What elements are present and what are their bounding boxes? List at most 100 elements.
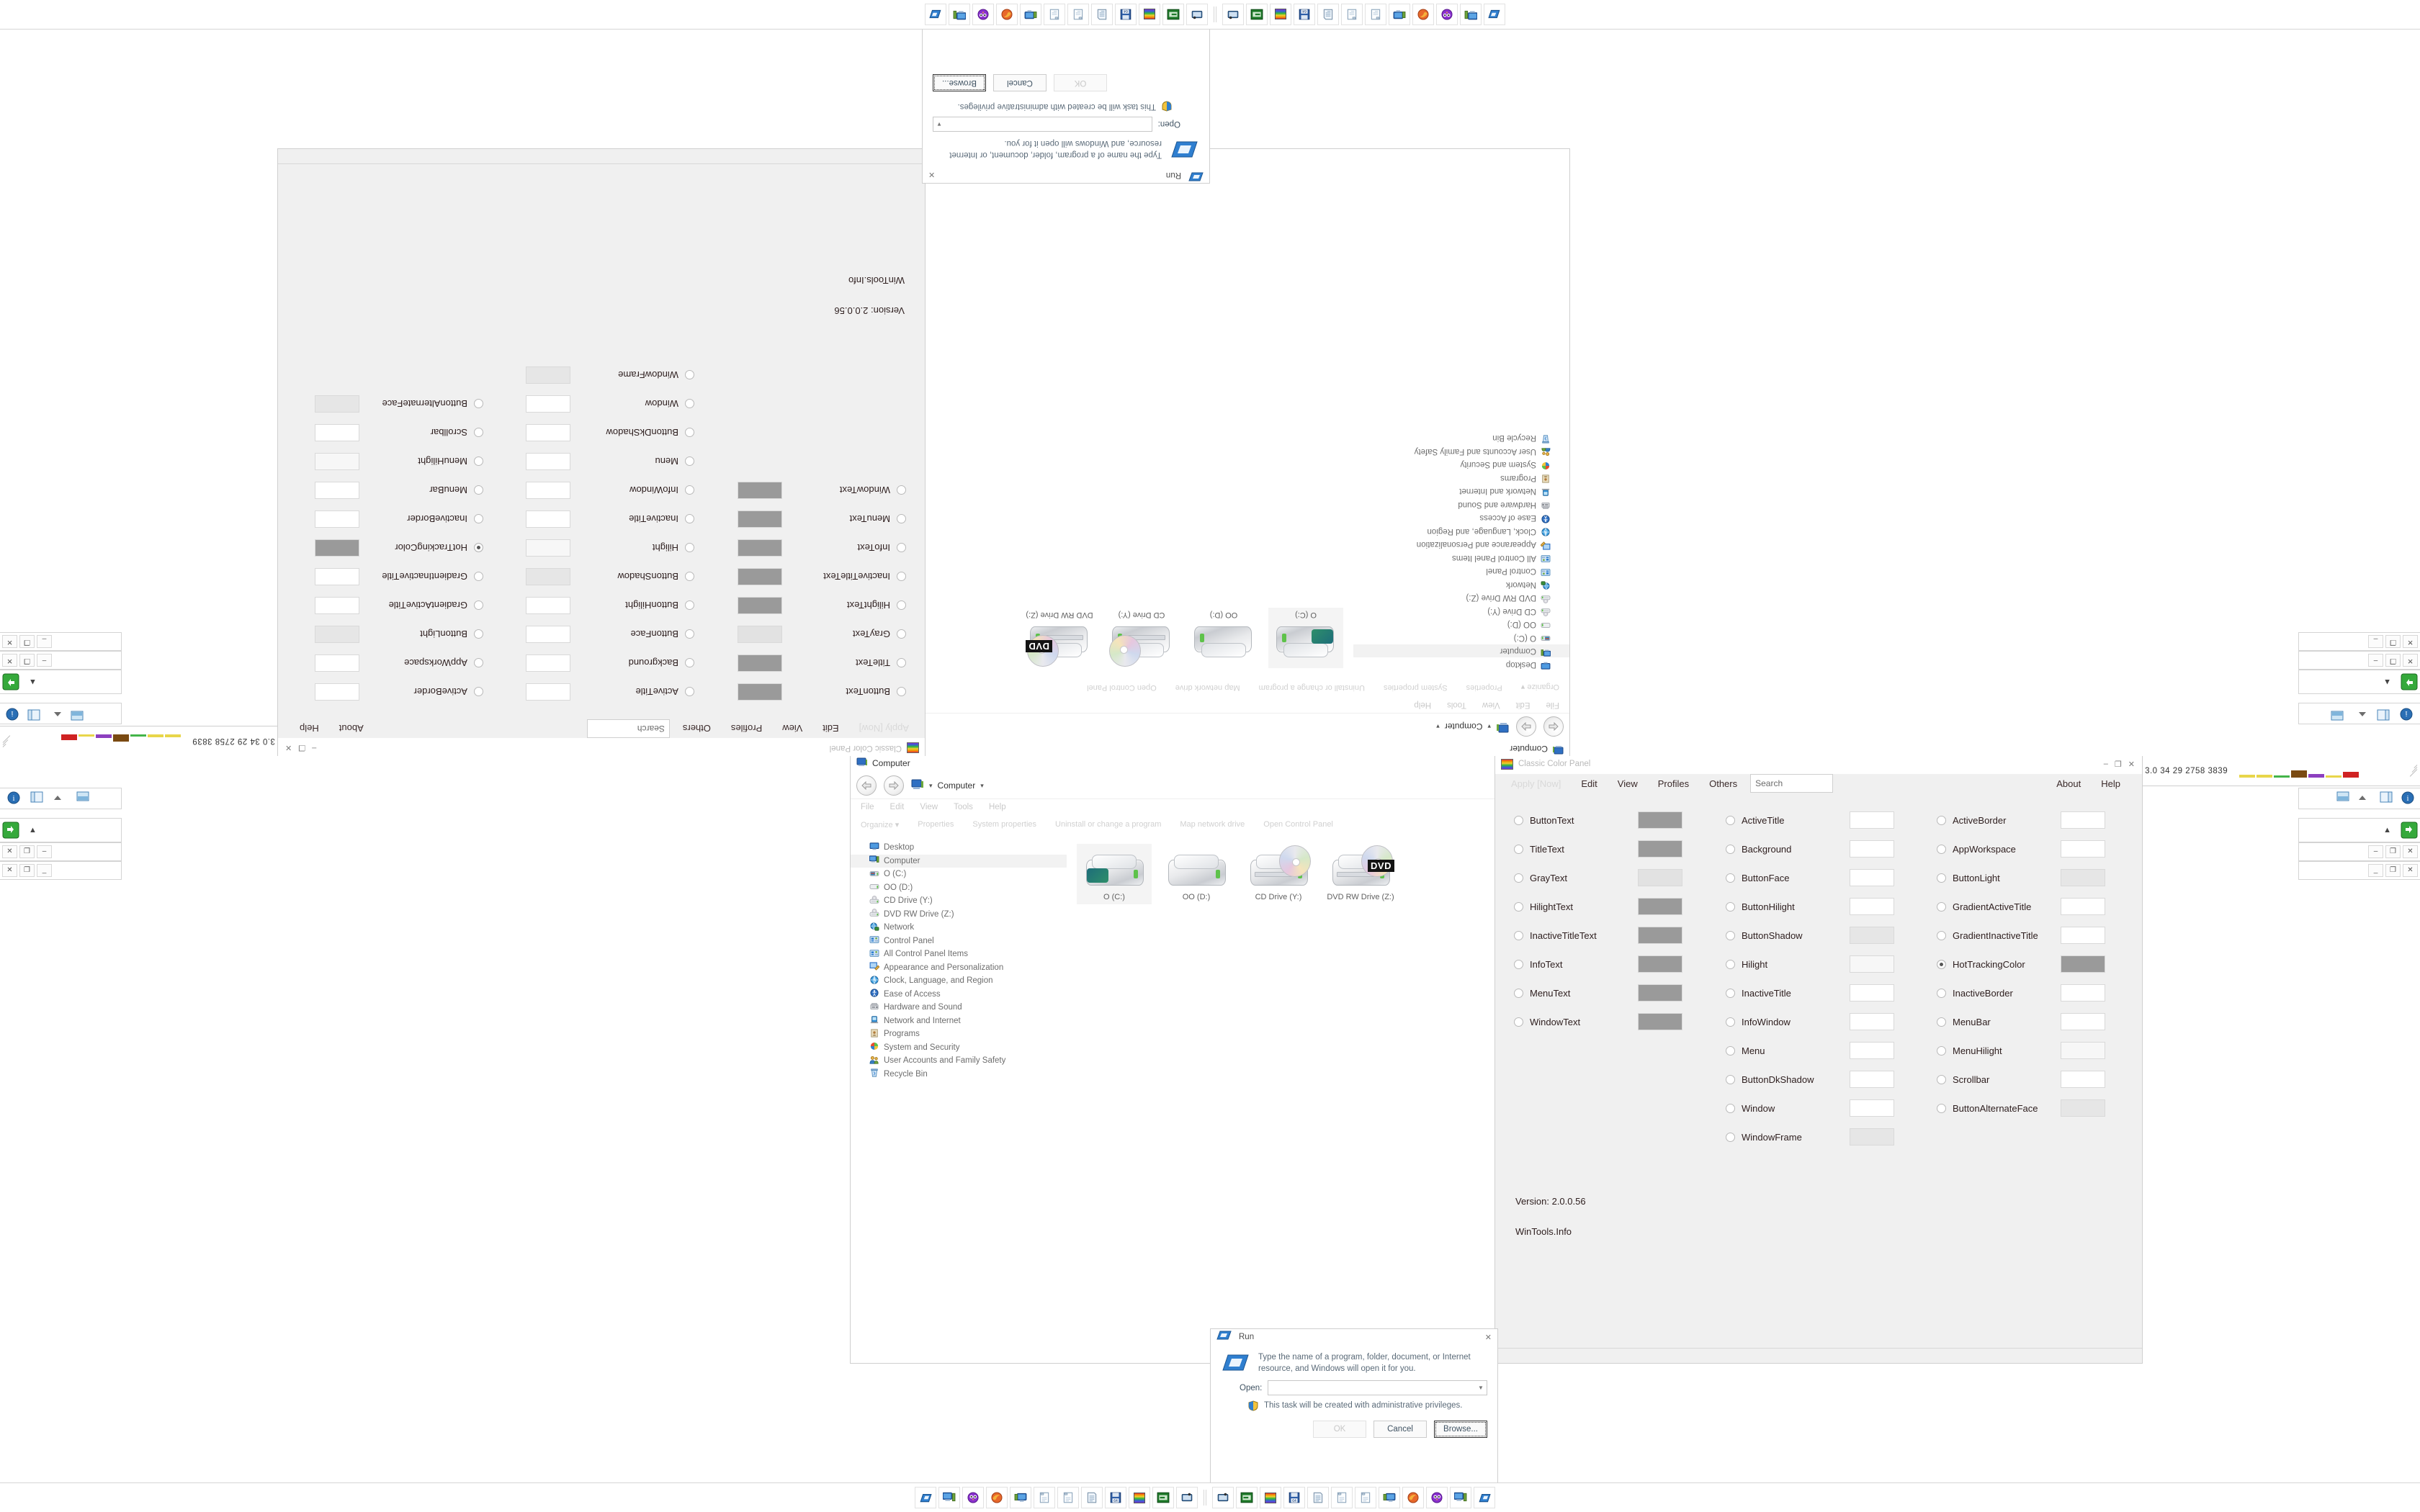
color-swatch[interactable]: [738, 597, 782, 614]
color-setting-row[interactable]: InactiveTitle: [526, 505, 694, 534]
color-setting-row[interactable]: HilightText: [738, 591, 906, 620]
color-setting-row[interactable]: ButtonLight: [315, 620, 483, 649]
taskbar[interactable]: 64 64: [0, 1482, 2420, 1512]
color-setting-row[interactable]: GradientActiveTitle: [315, 591, 483, 620]
color-swatch[interactable]: [315, 539, 359, 557]
menu-help[interactable]: Help: [1414, 701, 1432, 709]
chevron-down-icon[interactable]: ▾: [980, 781, 984, 789]
color-radio[interactable]: [685, 514, 694, 524]
ccp-menu-bar[interactable]: Apply [Now] Edit View Profiles Others Se…: [278, 719, 925, 738]
color-setting-row[interactable]: WindowFrame: [526, 361, 694, 390]
color-swatch[interactable]: [738, 654, 782, 672]
color-setting-row[interactable]: ButtonDkShadow: [526, 418, 694, 447]
color-radio[interactable]: [685, 428, 694, 438]
color-swatch[interactable]: [2061, 811, 2105, 829]
color-radio[interactable]: [474, 629, 483, 639]
minimize-button[interactable]: –: [2103, 760, 2108, 768]
taskbar-notepad-icon[interactable]: [1057, 1487, 1079, 1508]
restore-button[interactable]: ❐: [2385, 845, 2401, 858]
taskbar-screen-capture-icon[interactable]: [1212, 1487, 1234, 1508]
chevron-down-icon[interactable]: ▾: [1436, 723, 1440, 731]
minimize-button[interactable]: –: [2368, 654, 2383, 667]
taskbar-rainbow-icon[interactable]: [1139, 4, 1160, 25]
color-swatch[interactable]: [315, 482, 359, 499]
color-setting-row[interactable]: ActiveBorder: [315, 678, 483, 706]
search-input[interactable]: Search: [1750, 774, 1834, 793]
explorer-menu-bar[interactable]: File Edit View Tools Help: [851, 799, 1569, 815]
taskbar-notepad-icon[interactable]: [1341, 4, 1363, 25]
ccp-menu-bar[interactable]: Apply [Now] Edit View Profiles Others Se…: [1495, 774, 2142, 793]
taskbar-run-icon[interactable]: [1484, 4, 1505, 25]
color-radio[interactable]: [897, 687, 906, 697]
color-setting-row[interactable]: InfoText: [1514, 950, 1682, 978]
color-radio[interactable]: [474, 687, 483, 697]
color-column-2[interactable]: ActiveTitle Background ButtonFace ButtonHil…: [1726, 806, 1894, 1151]
taskbar-rainbow-icon[interactable]: [1270, 4, 1291, 25]
color-radio[interactable]: [1514, 988, 1523, 998]
taskbar-green-disk-icon[interactable]: [1246, 4, 1268, 25]
menu-edit[interactable]: Edit: [823, 723, 839, 734]
color-swatch[interactable]: [315, 424, 359, 441]
color-setting-row[interactable]: ButtonFace: [526, 620, 694, 649]
taskbar-notepad-icon[interactable]: [1365, 4, 1386, 25]
minimize-button[interactable]: _: [2368, 635, 2383, 648]
taskbar-green-disk-icon[interactable]: [1152, 1487, 1174, 1508]
run-button-row[interactable]: OK Cancel Browse...: [1211, 1410, 1497, 1445]
drive-item[interactable]: O (C:): [1077, 844, 1152, 904]
window-buttons-bar-4[interactable]: _ ❐ ✕: [2298, 861, 2420, 880]
resize-grip[interactable]: [2, 735, 14, 753]
classic-color-panel-window[interactable]: Classic Color Panel – ❐ ✕ Apply [Now] Ed…: [1494, 756, 2143, 1364]
color-radio[interactable]: [897, 543, 906, 553]
menu-tools[interactable]: Tools: [954, 803, 973, 811]
color-radio[interactable]: [685, 687, 694, 697]
color-setting-row[interactable]: InfoWindow: [526, 476, 694, 505]
taskbar-items-left[interactable]: 64: [1222, 4, 2420, 25]
color-radio[interactable]: [1726, 844, 1735, 854]
taskbar-computer-icon[interactable]: [1460, 4, 1482, 25]
color-setting-row[interactable]: MenuHilight: [1937, 1036, 2105, 1065]
minimize-button[interactable]: _: [37, 635, 52, 648]
classic-color-panel-window[interactable]: Classic Color Panel – ❐ ✕ Apply [Now] Ed…: [277, 148, 926, 756]
system-properties-button[interactable]: System properties: [972, 820, 1037, 829]
tree-item[interactable]: OO (D:): [1353, 618, 1569, 631]
color-swatch[interactable]: [1850, 1071, 1894, 1088]
minimize-button[interactable]: –: [37, 845, 52, 858]
color-swatch[interactable]: [526, 597, 570, 614]
info-icon[interactable]: i: [7, 791, 22, 806]
tray-bar-right[interactable]: i: [0, 703, 122, 724]
taskbar-purple-owl-icon[interactable]: [1426, 1487, 1448, 1508]
taskbar-floppy64-icon[interactable]: 64: [1105, 1487, 1126, 1508]
open-input[interactable]: ▼: [1268, 1380, 1487, 1396]
color-radio[interactable]: [474, 485, 483, 495]
tree-item[interactable]: Programs: [1353, 472, 1569, 485]
tree-item[interactable]: User Accounts and Family Safety: [851, 1054, 1067, 1068]
drive-item[interactable]: OO (D:): [1159, 844, 1234, 904]
color-radio[interactable]: [1514, 1017, 1523, 1027]
forward-button[interactable]: [884, 775, 904, 796]
color-setting-row[interactable]: GrayText: [1514, 863, 1682, 892]
address-bar[interactable]: ▾ Computer ▾: [851, 720, 1509, 734]
tree-item[interactable]: Network and Internet: [1353, 485, 1569, 498]
open-input[interactable]: ▼: [933, 116, 1152, 132]
tree-item[interactable]: Network and Internet: [851, 1014, 1067, 1028]
color-setting-row[interactable]: MenuText: [1514, 978, 1682, 1007]
color-swatch[interactable]: [2061, 955, 2105, 973]
restore-button[interactable]: ❐: [2385, 864, 2401, 877]
color-swatch[interactable]: [2061, 1042, 2105, 1059]
close-icon[interactable]: ✕: [1484, 1333, 1492, 1342]
color-radio[interactable]: [474, 658, 483, 668]
color-radio[interactable]: [685, 456, 694, 467]
color-column-2[interactable]: ActiveTitle Background ButtonFace ButtonHil…: [526, 361, 694, 706]
taskbar-notepad-icon[interactable]: [1044, 4, 1065, 25]
window-buttons-bar-1[interactable]: ✕ ❐ –: [0, 842, 122, 861]
taskbar-document-icon[interactable]: [1317, 4, 1339, 25]
color-radio[interactable]: [1726, 1103, 1735, 1113]
window-buttons-bar-4[interactable]: _ ❐ ✕: [0, 632, 122, 651]
color-setting-row[interactable]: Window: [526, 390, 694, 418]
color-setting-row[interactable]: ButtonText: [738, 678, 906, 706]
color-column-3[interactable]: ActiveBorder AppWorkspace ButtonLight Gradi…: [1937, 806, 2105, 1122]
color-setting-row[interactable]: GrayText: [738, 620, 906, 649]
properties-button[interactable]: Properties: [918, 820, 954, 829]
color-column-1[interactable]: ButtonText TitleText GrayText HilightText In…: [738, 476, 906, 706]
color-setting-row[interactable]: HotTrackingColor: [315, 534, 483, 562]
